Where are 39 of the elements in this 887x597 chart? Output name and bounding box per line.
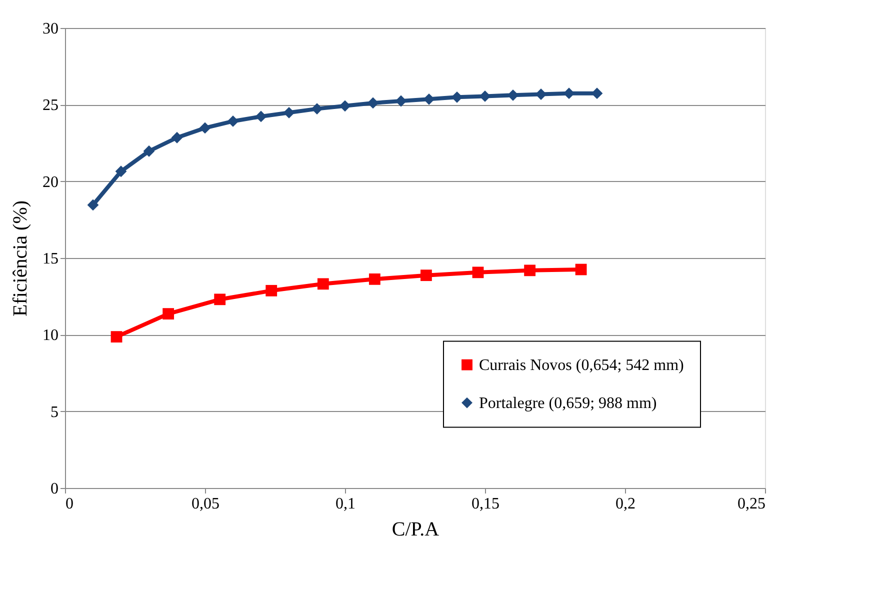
y-tick-label: 30 xyxy=(42,20,58,38)
point xyxy=(367,97,379,109)
point xyxy=(311,103,323,115)
point xyxy=(87,199,99,211)
point xyxy=(266,284,278,296)
point xyxy=(317,278,329,290)
x-tick-label: 0,05 xyxy=(192,496,220,512)
x-tick-label: 0,25 xyxy=(738,496,766,512)
point xyxy=(143,145,155,157)
y-tick-label: 25 xyxy=(42,97,58,114)
point xyxy=(420,270,432,282)
point xyxy=(214,294,226,306)
x-tick-label: 0,15 xyxy=(472,496,500,512)
point xyxy=(283,106,295,118)
x-tick-label: 0,2 xyxy=(616,496,636,512)
point xyxy=(199,122,211,134)
point xyxy=(227,116,239,127)
y-tick-label: 10 xyxy=(42,327,58,344)
point xyxy=(115,166,127,178)
point xyxy=(395,95,407,107)
point xyxy=(110,331,122,343)
y-tick-label: 15 xyxy=(42,250,58,268)
point xyxy=(339,100,351,112)
point xyxy=(524,264,536,276)
point xyxy=(575,264,587,276)
y-tick-label: 5 xyxy=(50,404,58,421)
x-tick-label: 0,1 xyxy=(336,496,356,512)
legend-label: Portalegre (0,659; 988 mm) xyxy=(479,394,657,412)
point xyxy=(472,266,484,278)
point xyxy=(171,132,183,144)
x-tick-label: 0 xyxy=(66,496,74,512)
point xyxy=(162,308,174,320)
y-tick-label: 20 xyxy=(42,174,58,191)
legend-label: Currais Novos (0,654; 542 mm) xyxy=(479,356,684,374)
y-axis-title: Eficiência (%) xyxy=(10,200,32,317)
y-tick-label: 0 xyxy=(50,480,58,498)
point xyxy=(255,110,267,122)
point xyxy=(368,273,380,285)
x-axis-title: C/P.A xyxy=(392,518,440,540)
